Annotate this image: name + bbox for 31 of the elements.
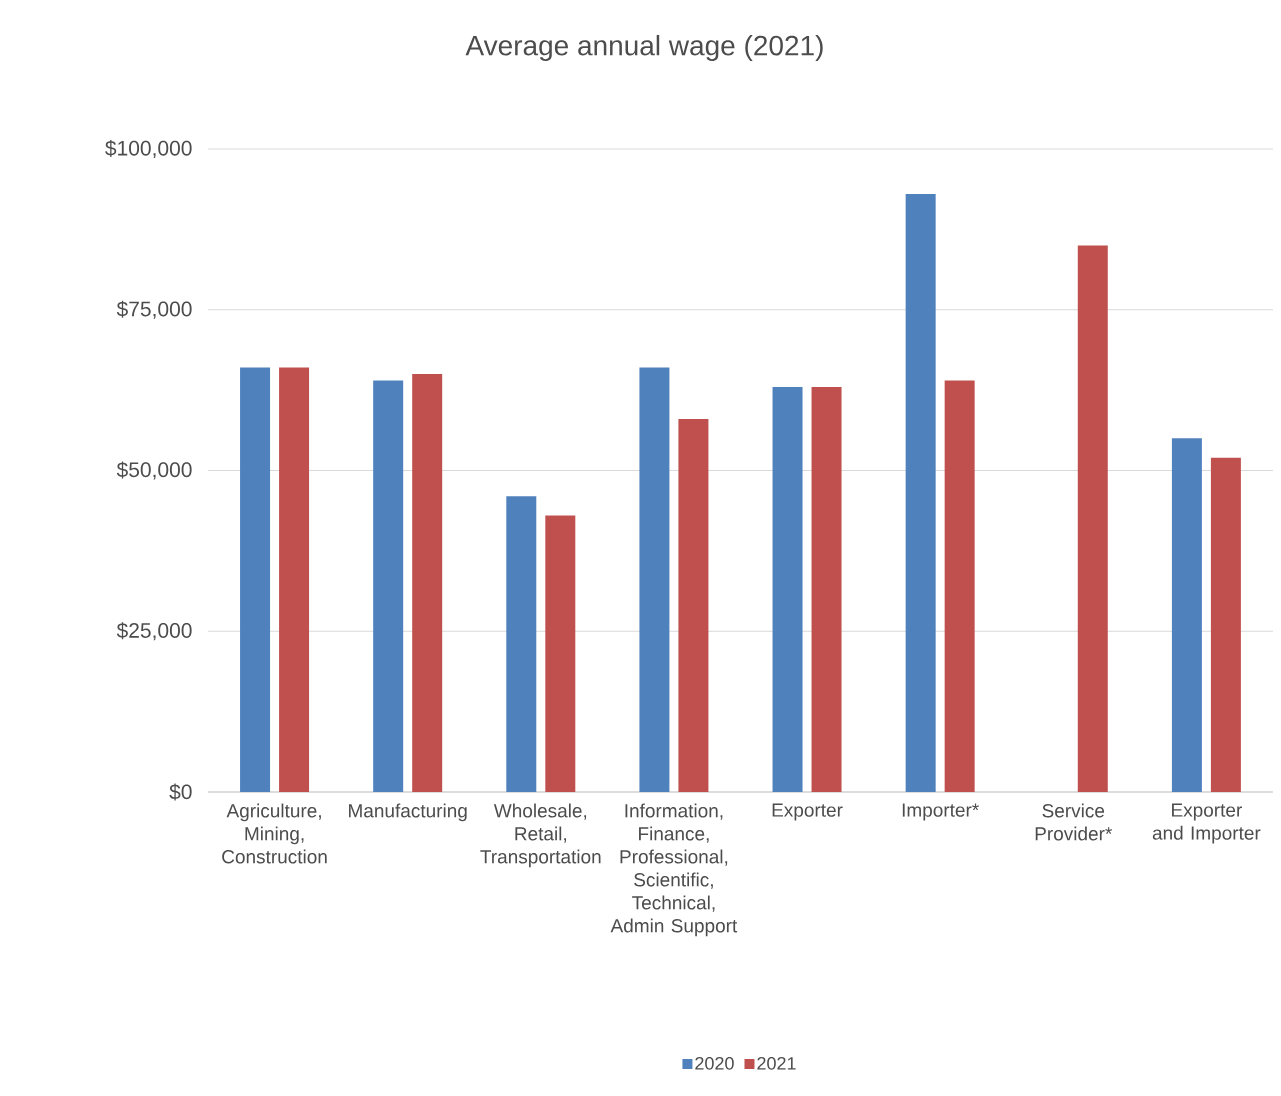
legend-label: 2021 [757, 1056, 796, 1070]
legend-label: 2020 [695, 1056, 734, 1070]
chart-title: Average annual wage (2021) [465, 34, 823, 62]
x-tick-label: Exporter and Importer [1152, 803, 1261, 844]
bar [639, 367, 670, 792]
y-tick-label: $75,000 [116, 300, 192, 319]
bar [412, 374, 443, 792]
x-tick-label: Wholesale, Retail, Transportation [480, 803, 601, 868]
bar [373, 380, 404, 792]
x-tick-label: Information, Finance, Professional, Scientific, Technical, Admin Support [610, 803, 738, 937]
x-tick-label: Importer* [902, 803, 979, 821]
x-tick-label: Agriculture, Mining, Construction [222, 803, 327, 864]
bar [506, 496, 537, 792]
bar [811, 386, 842, 792]
x-tick-label: Exporter [772, 803, 843, 821]
bar [545, 515, 576, 792]
x-tick-label: Manufacturing [349, 803, 467, 822]
bar [678, 419, 709, 792]
bar [1210, 457, 1241, 792]
bar [1171, 438, 1202, 792]
y-tick-label: $25,000 [116, 622, 192, 641]
y-tick-label: $50,000 [116, 461, 192, 480]
x-tick-label: Service Provider* [1035, 803, 1113, 841]
bar [240, 367, 271, 792]
bar [944, 380, 975, 792]
bar [772, 386, 803, 792]
y-tick-label: $0 [169, 783, 192, 801]
bar [905, 194, 936, 792]
bar [1077, 245, 1108, 792]
y-tick-label: $100,000 [105, 139, 192, 159]
bar [279, 367, 310, 792]
